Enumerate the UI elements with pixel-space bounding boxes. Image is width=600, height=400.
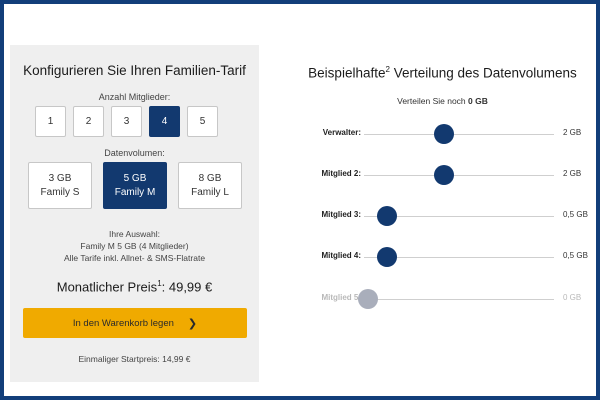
member-count-1[interactable]: 1 [35, 106, 66, 137]
chevron-right-icon: ❯ [187, 317, 198, 330]
plan-name: Family M [114, 186, 156, 198]
slider-value: 2 GB [563, 169, 582, 178]
remaining-text: Verteilen Sie noch [397, 96, 469, 106]
plan-gb: 3 GB [48, 172, 72, 184]
slider-mitglied-4: Mitglied 4: 0,5 GB [309, 247, 594, 267]
remaining-value: 0 GB [468, 96, 488, 106]
member-count-3[interactable]: 3 [111, 106, 142, 137]
member-count-5[interactable]: 5 [187, 106, 218, 137]
add-to-cart-button[interactable]: In den Warenkorb legen ❯ [23, 308, 247, 338]
price-footnote: 1 [157, 279, 162, 288]
price-label: Monatlicher Preis [56, 279, 158, 295]
tariff-config-panel: Konfigurieren Sie Ihren Familien-Tarif A… [10, 45, 259, 382]
slider-label: Mitglied 4: [321, 251, 361, 260]
plan-gb: 5 GB [123, 172, 147, 184]
price-value: : 49,99 € [161, 279, 213, 295]
plan-gb: 8 GB [198, 172, 222, 184]
title-pre: Beispielhafte [308, 65, 386, 81]
start-price: Einmaliger Startpreis: 14,99 € [78, 354, 191, 364]
slider-mitglied-3: Mitglied 3: 0,5 GB [309, 206, 594, 226]
slider-track[interactable] [364, 175, 554, 176]
slider-mitglied-5: Mitglied 5: 0 GB [309, 289, 594, 309]
slider-label: Mitglied 2: [321, 169, 361, 178]
slider-handle[interactable] [377, 206, 397, 226]
plan-family-l[interactable]: 8 GB Family L [178, 162, 242, 209]
slider-label: Mitglied 3: [321, 210, 361, 219]
plan-family-m[interactable]: 5 GB Family M [103, 162, 167, 209]
member-count-2[interactable]: 2 [73, 106, 104, 137]
slider-value: 0 GB [563, 293, 582, 302]
slider-handle [358, 289, 378, 309]
slider-value: 0,5 GB [563, 251, 588, 260]
slider-handle[interactable] [434, 165, 454, 185]
cart-button-label: In den Warenkorb legen [72, 317, 174, 329]
selection-heading: Ihre Auswahl: [108, 229, 161, 239]
selection-note: Alle Tarife inkl. Allnet- & SMS-Flatrate [63, 253, 206, 263]
volume-label: Datenvolumen: [104, 148, 165, 158]
slider-label: Mitglied 5: [321, 293, 361, 302]
slider-verwalter: Verwalter: 2 GB [309, 124, 594, 144]
panel-title: Konfigurieren Sie Ihren Familien-Tarif [23, 63, 246, 78]
slider-value: 0,5 GB [563, 210, 588, 219]
plan-selector: 3 GB Family S 5 GB Family M 8 GB Family … [28, 162, 242, 209]
slider-value: 2 GB [563, 128, 582, 137]
slider-track [364, 299, 554, 300]
slider-track[interactable] [364, 257, 554, 258]
selection-detail: Family M 5 GB (4 Mitglieder) [80, 241, 189, 251]
monthly-price: Monatlicher Preis1: 49,99 € [10, 279, 259, 294]
slider-mitglied-2: Mitglied 2: 2 GB [309, 165, 594, 185]
members-label: Anzahl Mitglieder: [98, 92, 171, 102]
title-post: Verteilung des Datenvolumens [389, 65, 577, 81]
plan-name: Family L [191, 186, 229, 198]
members-selector: 1 2 3 4 5 [35, 106, 218, 137]
remaining-volume: Verteilen Sie noch 0 GB [280, 96, 600, 106]
slider-handle[interactable] [377, 247, 397, 267]
plan-family-s[interactable]: 3 GB Family S [28, 162, 92, 209]
slider-handle[interactable] [434, 124, 454, 144]
slider-track[interactable] [364, 216, 554, 217]
distribution-title: Beispielhafte2 Verteilung des Datenvolum… [280, 65, 600, 81]
slider-track[interactable] [364, 134, 554, 135]
title-footnote: 2 [385, 65, 390, 74]
member-count-4[interactable]: 4 [149, 106, 180, 137]
plan-name: Family S [40, 186, 80, 198]
slider-label: Verwalter: [322, 128, 361, 137]
